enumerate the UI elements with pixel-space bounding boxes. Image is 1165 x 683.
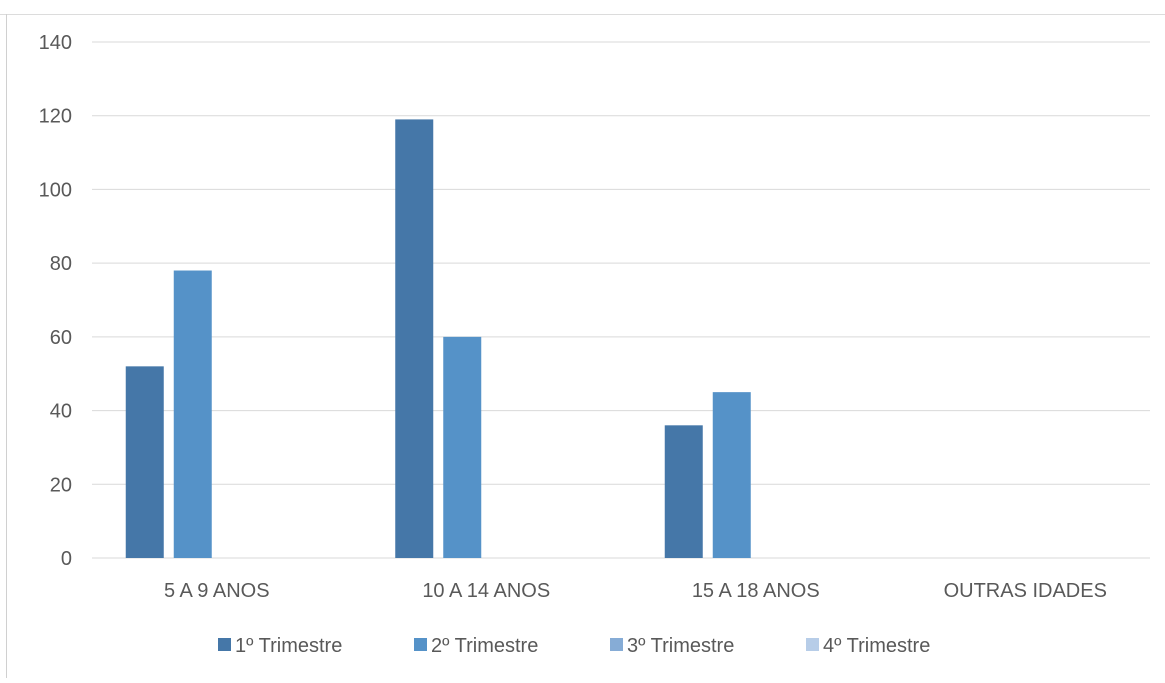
legend-swatch xyxy=(218,638,231,651)
y-tick-label: 60 xyxy=(50,327,72,349)
legend-swatch xyxy=(414,638,427,651)
legend-label: 1º Trimestre xyxy=(235,635,342,657)
x-category-label: 10 A 14 ANOS xyxy=(422,580,550,602)
y-tick-label: 120 xyxy=(39,106,72,128)
bar xyxy=(173,270,212,558)
bar xyxy=(664,425,703,558)
legend: 1º Trimestre 2º Trimestre 3º Trimestre 4º T… xyxy=(218,635,930,657)
y-tick-label: 80 xyxy=(50,253,72,275)
bar xyxy=(395,119,434,559)
bar xyxy=(712,392,751,558)
legend-label: 2º Trimestre xyxy=(431,635,538,657)
bars xyxy=(125,119,751,559)
y-tick-label: 0 xyxy=(61,548,72,570)
gridlines xyxy=(92,41,1150,559)
legend-label: 4º Trimestre xyxy=(823,635,930,657)
y-tick-label: 140 xyxy=(39,32,72,54)
left-border-rule xyxy=(6,14,7,678)
legend-swatch xyxy=(610,638,623,651)
legend-label: 3º Trimestre xyxy=(627,635,734,657)
y-tick-label: 100 xyxy=(39,179,72,201)
legend-swatch xyxy=(806,638,819,651)
x-axis-category-labels: 5 A 9 ANOS 10 A 14 ANOS 15 A 18 ANOS OUTRAS… xyxy=(164,580,1107,602)
y-axis-tick-labels: 0 20 40 60 80 100 120 140 xyxy=(39,32,72,570)
y-tick-label: 20 xyxy=(50,474,72,496)
x-category-label: OUTRAS IDADES xyxy=(944,580,1107,602)
x-category-label: 5 A 9 ANOS xyxy=(164,580,270,602)
top-border-band xyxy=(0,0,1165,15)
y-tick-label: 40 xyxy=(50,401,72,423)
bar xyxy=(125,366,164,558)
x-category-label: 15 A 18 ANOS xyxy=(692,580,820,602)
bar xyxy=(443,336,482,558)
